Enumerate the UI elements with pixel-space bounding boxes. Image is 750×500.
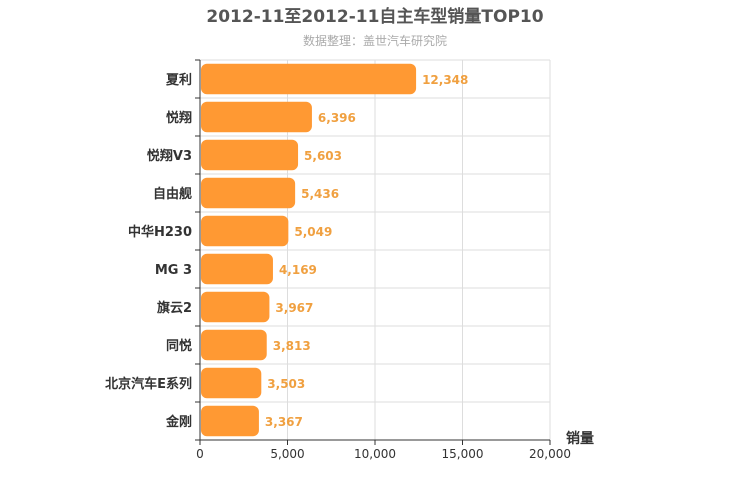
x-tick-label: 20,000 xyxy=(529,447,571,461)
data-label: 5,049 xyxy=(294,225,332,239)
bar-6 xyxy=(201,253,273,285)
x-tick-label: 15,000 xyxy=(442,447,484,461)
x-tick-label: 10,000 xyxy=(354,447,396,461)
category-label: MG 3 xyxy=(155,263,192,278)
category-label: 同悦 xyxy=(166,338,192,354)
category-label: 北京汽车E系列 xyxy=(105,376,192,392)
chart-title: 2012-11至2012-11自主车型销量TOP10 xyxy=(206,6,543,27)
bar-10 xyxy=(201,405,259,437)
bar-8 xyxy=(201,329,267,361)
bar-9 xyxy=(201,367,262,399)
data-label: 6,396 xyxy=(318,111,356,125)
category-label: 旗云2 xyxy=(157,300,192,316)
data-label: 3,813 xyxy=(273,339,311,353)
category-label: 自由舰 xyxy=(153,186,192,202)
grid-lines xyxy=(200,59,551,441)
data-label: 4,169 xyxy=(279,263,317,277)
bar-4 xyxy=(201,177,296,209)
data-label: 5,436 xyxy=(301,187,339,201)
x-tick-label: 0 xyxy=(196,447,204,461)
data-label: 3,967 xyxy=(275,301,313,315)
bar-5 xyxy=(201,215,289,247)
category-label: 悦翔 xyxy=(166,110,192,126)
x-axis-title: 销量 xyxy=(566,430,594,447)
bar-2 xyxy=(201,101,312,133)
category-label: 夏利 xyxy=(165,72,192,88)
bar-3 xyxy=(201,139,299,171)
chart-subtitle: 数据整理：盖世汽车研究院 xyxy=(303,33,447,48)
category-label: 金刚 xyxy=(165,414,192,430)
data-label: 3,503 xyxy=(267,377,305,391)
data-label: 3,367 xyxy=(265,415,303,429)
x-tick-label: 5,000 xyxy=(270,447,304,461)
bar-1 xyxy=(201,63,417,95)
category-label: 悦翔V3 xyxy=(147,148,192,164)
bar-7 xyxy=(201,291,270,323)
bars: 12,348 6,396 5,603 5,436 5,049 4,169 3,967 3,81… xyxy=(201,63,468,437)
data-label: 12,348 xyxy=(422,73,468,87)
category-label: 中华H230 xyxy=(128,224,192,240)
data-label: 5,603 xyxy=(304,149,342,163)
